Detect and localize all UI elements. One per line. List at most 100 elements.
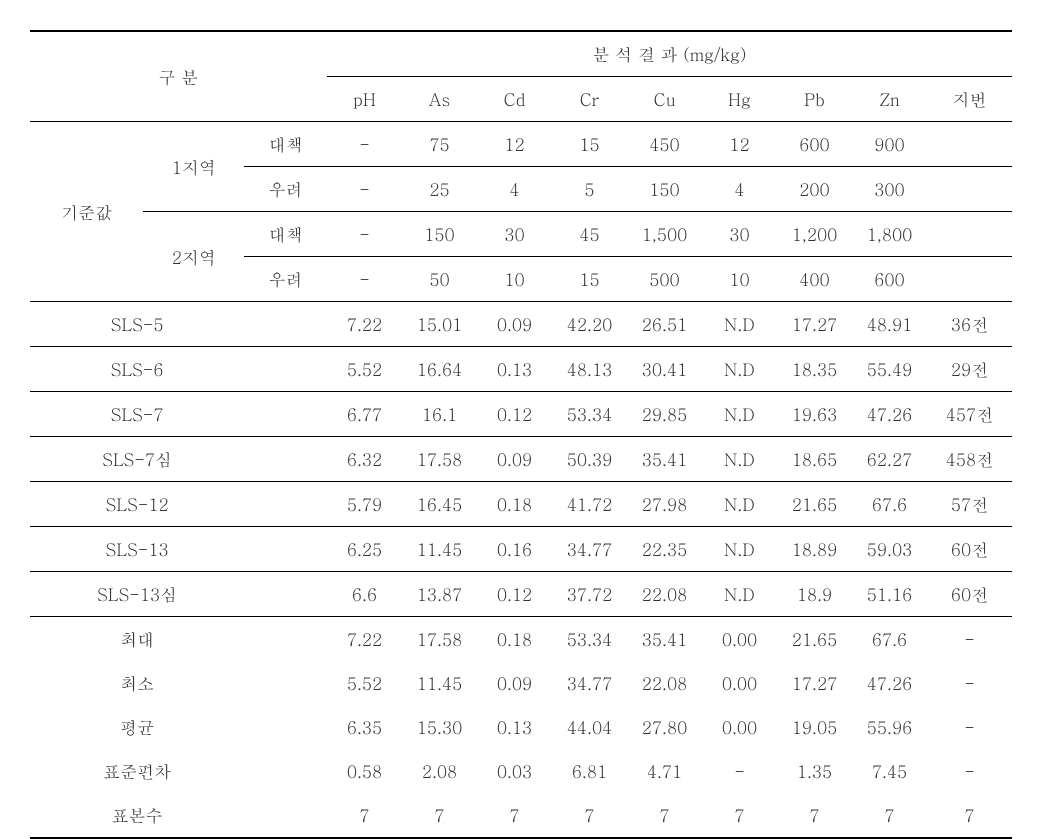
cell: 17.27 [777,302,852,347]
cell: 18.89 [777,527,852,572]
cell: 19.63 [777,392,852,437]
row-label: 대책 [244,122,327,167]
cell: 45 [552,212,627,257]
cell [927,167,1012,212]
cell: 36전 [927,302,1012,347]
cell: 50 [402,257,477,302]
cell: 26.51 [627,302,702,347]
cell: 25 [402,167,477,212]
table-row: 평균6.3515.300.1344.0427.800.0019.0555.96- [30,705,1012,749]
cell: 458전 [927,437,1012,482]
cell: 7 [702,793,777,838]
cell: - [927,705,1012,749]
cell: 600 [852,257,927,302]
cell: 57전 [927,482,1012,527]
cell: 11.45 [402,661,477,705]
cell: 47.26 [852,661,927,705]
cell: 42.20 [552,302,627,347]
cell: 12 [702,122,777,167]
cell: - [327,122,402,167]
cell: 5.52 [327,661,402,705]
cell: 150 [402,212,477,257]
stat-name: 표본수 [30,793,244,838]
cell: 600 [777,122,852,167]
cell [244,617,327,662]
cell: 0.09 [477,302,552,347]
cell: 11.45 [402,527,477,572]
cell: 29.85 [627,392,702,437]
cell: 17.27 [777,661,852,705]
cell: 15.01 [402,302,477,347]
cell: 55.96 [852,705,927,749]
cell: 0.12 [477,572,552,617]
cell: 37.72 [552,572,627,617]
cell: 4 [477,167,552,212]
cell: 44.04 [552,705,627,749]
cell [244,392,327,437]
cell: 0.00 [702,705,777,749]
table-row: 기준값 1지역 대책 - 75 12 15 450 12 600 900 [30,122,1012,167]
col-pb: Pb [777,77,852,122]
sample-name: SLS-6 [30,347,244,392]
cell [927,122,1012,167]
cell: 7 [627,793,702,838]
cell [244,527,327,572]
cell [244,302,327,347]
sample-name: SLS-7 [30,392,244,437]
cell: 60전 [927,572,1012,617]
cell: 4.71 [627,749,702,793]
cell: 35.41 [627,437,702,482]
table-row: 최대7.2217.580.1853.3435.410.0021.6567.6- [30,617,1012,662]
table-row: SLS-7심6.3217.580.0950.3935.41N.D18.6562.… [30,437,1012,482]
stat-name: 최대 [30,617,244,662]
cell: 67.6 [852,482,927,527]
col-cr: Cr [552,77,627,122]
results-header: 분 석 결 과 (mg/kg) [327,31,1012,77]
region-name: 2지역 [143,212,244,302]
cell: 1.35 [777,749,852,793]
cell: 1,200 [777,212,852,257]
cell: 7 [927,793,1012,838]
cell: 22.35 [627,527,702,572]
sample-name: SLS-12 [30,482,244,527]
cell: 10 [477,257,552,302]
cell: 6.25 [327,527,402,572]
cell: 0.12 [477,392,552,437]
col-jibeon: 지번 [927,77,1012,122]
cell: 7 [852,793,927,838]
stat-name: 표준편차 [30,749,244,793]
cell: 5 [552,167,627,212]
cell: 30.41 [627,347,702,392]
cell: 59.03 [852,527,927,572]
cell [244,661,327,705]
sample-name: SLS-7심 [30,437,244,482]
cell [244,347,327,392]
sample-name: SLS-13심 [30,572,244,617]
cell: 6.77 [327,392,402,437]
cell: 15 [552,122,627,167]
cell: 21.65 [777,617,852,662]
sample-name: SLS-5 [30,302,244,347]
cell: 30 [702,212,777,257]
row-label: 우려 [244,257,327,302]
cell: 7.22 [327,302,402,347]
cell: 0.18 [477,482,552,527]
cell: 34.77 [552,661,627,705]
cell: 22.08 [627,572,702,617]
cell: 7 [777,793,852,838]
cell [244,482,327,527]
cell: 6.81 [552,749,627,793]
cell [244,437,327,482]
cell: 27.80 [627,705,702,749]
cell: 48.13 [552,347,627,392]
cell: 21.65 [777,482,852,527]
col-zn: Zn [852,77,927,122]
table-row: 표준편차0.582.080.036.814.71-1.357.45- [30,749,1012,793]
cell: 13.87 [402,572,477,617]
cell: N.D [702,527,777,572]
analysis-table: 구 분 분 석 결 과 (mg/kg) pH As Cd Cr Cu Hg Pb… [30,30,1012,839]
cell: 35.41 [627,617,702,662]
cell: 1,800 [852,212,927,257]
cell: 7.45 [852,749,927,793]
cell: 55.49 [852,347,927,392]
